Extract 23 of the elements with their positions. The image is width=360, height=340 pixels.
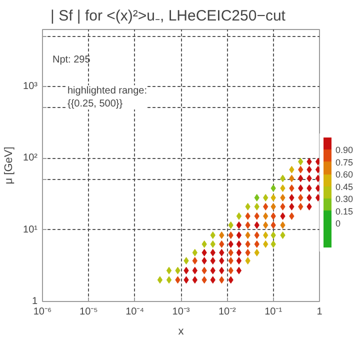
color-bar-label: 0.30 <box>336 194 354 204</box>
chart-title: | Sf | for <(x)²>u₋, LHeCEIC250−cut <box>50 8 286 24</box>
y-tick-label: 10² <box>23 152 38 164</box>
color-bar-label: 0.90 <box>336 145 354 156</box>
x-tick-label: 10⁻² <box>218 306 237 318</box>
x-tick-label: 10⁻⁵ <box>80 306 98 318</box>
x-tick-label: 10⁻³ <box>172 306 190 318</box>
color-bar-label: 0.75 <box>336 157 354 168</box>
x-tick-label: 10⁻⁴ <box>126 306 144 318</box>
y-axis-title: μ [GeV] <box>3 146 16 184</box>
color-bar-label: 0.60 <box>336 170 354 180</box>
color-bar-label: 0.45 <box>336 182 354 192</box>
x-tick-label: 10⁻¹ <box>264 306 283 318</box>
color-bar-label: 0.15 <box>336 206 354 216</box>
x-tick-label: 10⁻⁶ <box>33 306 52 318</box>
annotation: highlighted range: {{0.25, 500}} <box>68 85 148 110</box>
y-tick-label: 10¹ <box>23 224 38 236</box>
y-tick-label: 10³ <box>23 80 38 92</box>
x-tick-label: 1 <box>316 306 323 318</box>
y-tick-label: 1 <box>32 296 38 307</box>
x-axis-title: x <box>178 326 184 338</box>
color-bar-label: 0 <box>336 218 341 229</box>
annotation: Npt: 295 <box>52 54 91 66</box>
